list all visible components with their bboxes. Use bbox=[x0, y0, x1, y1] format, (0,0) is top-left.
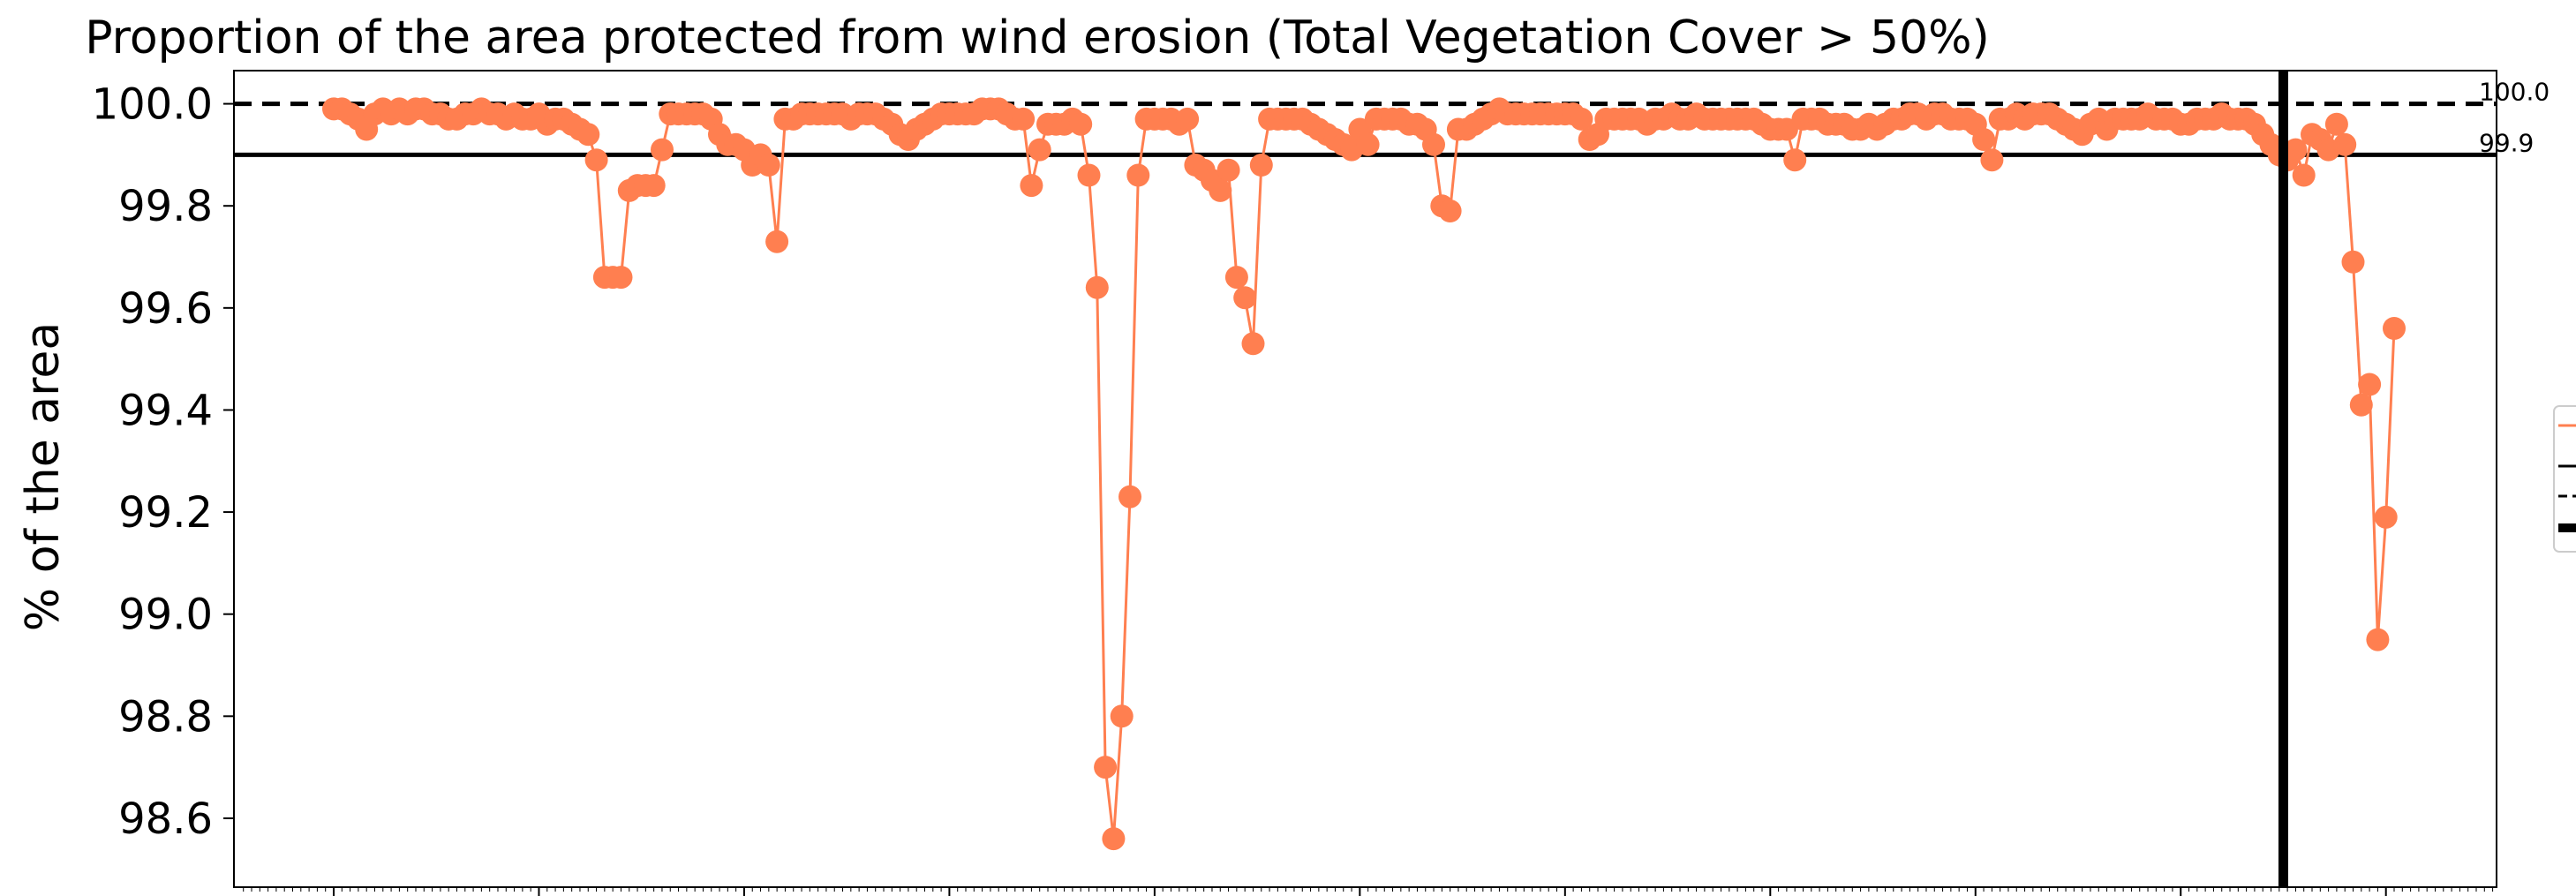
data-point bbox=[765, 230, 789, 253]
data-point bbox=[1249, 154, 1273, 177]
data-point bbox=[1209, 178, 1232, 202]
y-tick-label: 99.2 bbox=[118, 488, 213, 538]
data-point bbox=[1783, 148, 1807, 172]
legend-frame bbox=[2553, 405, 2576, 553]
data-point bbox=[2333, 132, 2357, 156]
data-point bbox=[2292, 163, 2316, 187]
data-point bbox=[1233, 286, 1257, 310]
series-line bbox=[334, 107, 2396, 840]
data-point bbox=[2374, 505, 2398, 529]
y-ticks: 98.6 98.8 99.0 99.2 99.4 99.6 99.8 100.0 bbox=[92, 80, 234, 844]
x-ticks bbox=[243, 887, 2494, 896]
data-series bbox=[322, 97, 2406, 851]
data-point bbox=[1980, 148, 2004, 172]
data-point bbox=[2324, 112, 2348, 136]
data-point bbox=[2349, 393, 2373, 417]
data-point bbox=[1020, 174, 1043, 198]
data-point bbox=[2383, 317, 2406, 340]
data-point bbox=[1438, 200, 1462, 222]
chart-title: Proportion of the area protected from wi… bbox=[85, 11, 1990, 64]
data-point bbox=[1224, 266, 1248, 290]
data-point bbox=[1216, 158, 1240, 182]
data-point bbox=[1241, 332, 1265, 356]
data-point bbox=[2284, 138, 2308, 162]
data-point bbox=[584, 148, 608, 172]
data-point bbox=[1085, 275, 1109, 299]
y-tick-label: 98.8 bbox=[118, 692, 213, 742]
data-point bbox=[1176, 107, 1200, 131]
data-point bbox=[642, 174, 666, 198]
y-tick-label: 98.6 bbox=[118, 794, 213, 844]
data-point bbox=[651, 138, 674, 162]
y-tick-label: 99.4 bbox=[118, 386, 213, 435]
y-tick-label: 99.0 bbox=[118, 591, 213, 640]
data-point bbox=[1077, 163, 1101, 187]
y-axis-label: % of the area bbox=[17, 322, 70, 631]
legend bbox=[2553, 405, 2576, 553]
reference-label: 99.9 bbox=[2479, 128, 2534, 157]
data-point bbox=[576, 123, 600, 147]
data-point bbox=[2358, 373, 2382, 396]
data-point bbox=[1774, 117, 1798, 141]
data-point bbox=[1119, 485, 1141, 508]
data-point bbox=[2366, 628, 2390, 651]
data-point bbox=[1110, 704, 1134, 728]
data-point bbox=[1102, 827, 1126, 851]
data-point bbox=[1422, 132, 1445, 156]
y-tick-label: 99.8 bbox=[118, 182, 213, 231]
reference-label: 100.0 bbox=[2479, 78, 2550, 107]
y-tick-label: 100.0 bbox=[92, 80, 213, 130]
plot-frame bbox=[233, 70, 2497, 888]
data-point bbox=[1028, 138, 1051, 162]
data-point bbox=[1972, 128, 1996, 151]
reference-labels: 100.0 99.9 bbox=[2479, 78, 2550, 158]
data-point bbox=[757, 154, 780, 177]
data-point bbox=[609, 266, 633, 290]
data-point bbox=[1069, 112, 1093, 136]
data-point bbox=[1126, 163, 1150, 187]
y-tick-label: 99.6 bbox=[118, 284, 213, 334]
data-point bbox=[1570, 107, 1593, 131]
data-point bbox=[2341, 250, 2365, 274]
data-point bbox=[1356, 132, 1380, 156]
data-point bbox=[1012, 107, 1036, 131]
data-point bbox=[1094, 756, 1118, 779]
